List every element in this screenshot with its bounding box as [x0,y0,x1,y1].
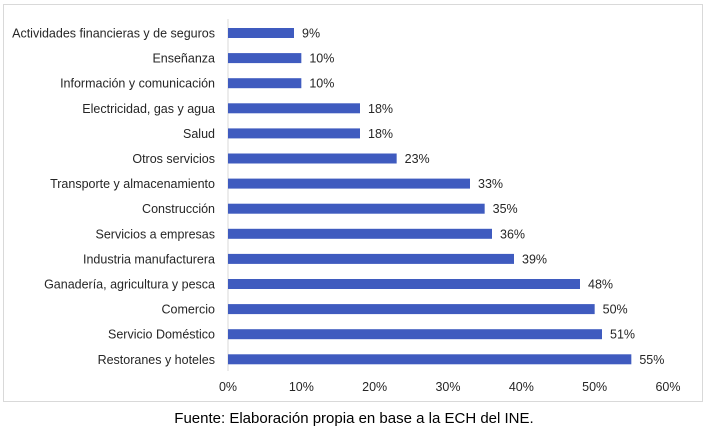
data-label: 39% [522,252,547,266]
category-label: Industria manufacturera [83,252,215,266]
bar [228,354,632,365]
data-label: 18% [368,102,393,116]
category-label: Construcción [142,202,215,216]
bar [228,228,492,239]
x-tick-label: 60% [655,380,680,394]
category-label: Electricidad, gas y agua [82,102,215,116]
category-label: Información y comunicación [60,77,215,91]
data-label: 55% [639,353,664,367]
data-label: 50% [603,303,628,317]
chart-frame: Actividades financieras y de seguros 9% En… [3,4,703,402]
bar [228,178,470,189]
bar [228,203,485,214]
bar [228,304,595,315]
data-label: 48% [588,278,613,292]
data-label: 18% [368,127,393,141]
source-note: Fuente: Elaboración propia en base a la … [174,410,534,427]
data-label: 36% [500,227,525,241]
bar [228,128,360,139]
bar [228,53,302,64]
category-label: Servicio Doméstico [108,328,215,342]
x-tick-label: 20% [362,380,387,394]
x-tick-label: 30% [435,380,460,394]
category-label: Salud [183,127,215,141]
category-label: Comercio [162,303,216,317]
bar [228,153,397,164]
category-label: Servicios a empresas [96,227,216,241]
bar-chart: Actividades financieras y de seguros 9% En… [12,19,681,394]
bar [228,78,302,89]
category-label: Restoranes y hoteles [98,353,215,367]
x-tick-label: 50% [582,380,607,394]
bar [228,28,294,38]
category-label: Actividades financieras y de seguros [12,27,215,41]
x-tick-label: 0% [219,380,237,394]
category-label: Otros servicios [132,152,215,166]
category-label: Transporte y almacenamiento [50,177,215,191]
bar [228,329,602,340]
data-label: 9% [302,27,320,41]
x-tick-label: 40% [509,380,534,394]
data-label: 35% [493,202,518,216]
category-label: Ganadería, agricultura y pesca [44,278,215,292]
bar [228,253,514,264]
data-label: 23% [405,152,430,166]
x-tick-label: 10% [289,380,314,394]
bar [228,103,360,114]
bar [228,279,580,289]
data-label: 33% [478,177,503,191]
category-label: Enseñanza [152,52,215,66]
data-label: 10% [309,52,334,66]
data-label: 10% [309,77,334,91]
data-label: 51% [610,328,635,342]
